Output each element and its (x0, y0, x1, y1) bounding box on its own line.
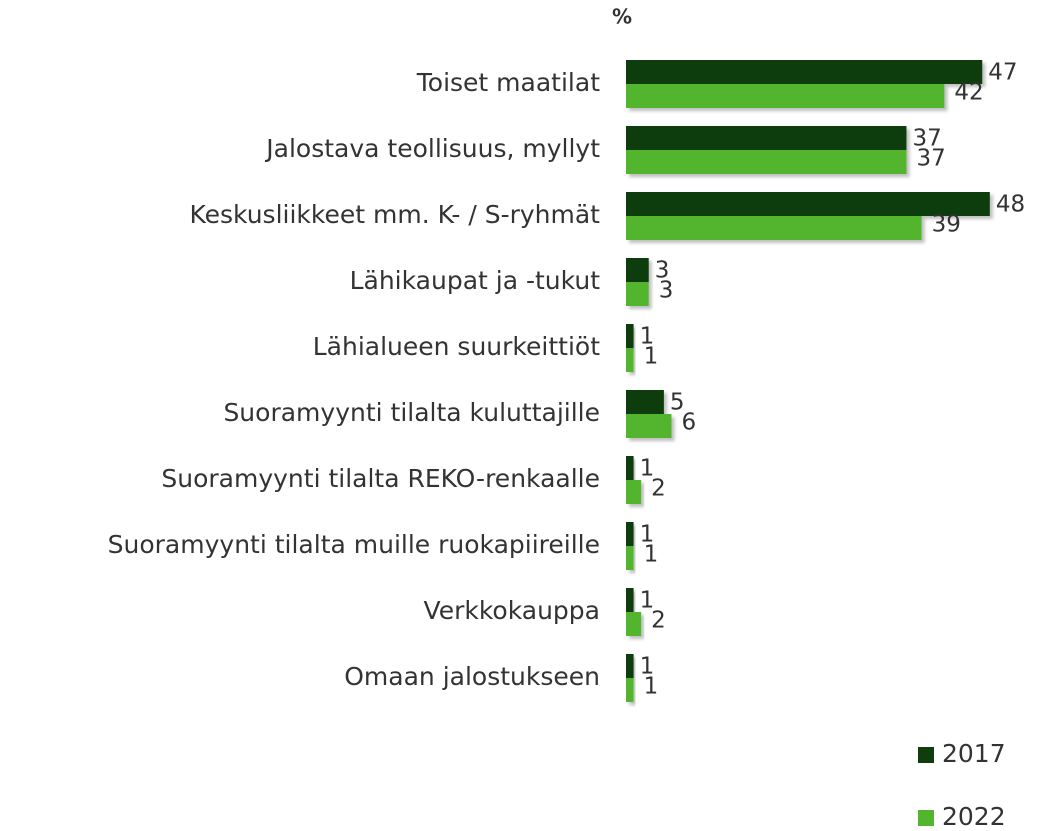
chart-title: % (612, 5, 632, 29)
value-label: 3 (655, 258, 670, 284)
value-label: 1 (640, 654, 655, 680)
category-label: Suoramyynti tilalta kuluttajille (223, 398, 600, 427)
category-label: Lähialueen suurkeittiöt (313, 332, 600, 361)
value-label: 37 (916, 146, 945, 172)
value-label: 2 (651, 608, 666, 634)
bar (626, 324, 634, 348)
value-label: 39 (932, 212, 961, 238)
bar (626, 612, 642, 636)
bar (626, 522, 634, 546)
bar (626, 546, 634, 570)
bar (626, 258, 649, 282)
value-label: 37 (912, 126, 941, 152)
category-label: Suoramyynti tilalta muille ruokapiireill… (108, 530, 600, 559)
bar (626, 192, 990, 216)
bar (626, 84, 945, 108)
bar (626, 282, 649, 306)
category-label: Keskusliikkeet mm. K- / S-ryhmät (189, 200, 600, 229)
value-label: 1 (640, 324, 655, 350)
value-label: 47 (988, 60, 1017, 86)
value-label: 1 (640, 522, 655, 548)
legend-label: 2022 (942, 802, 1006, 831)
bar (626, 216, 922, 240)
bar (626, 60, 983, 84)
bar (626, 348, 634, 372)
category-label: Lähikaupat ja -tukut (350, 266, 601, 295)
value-label: 6 (681, 410, 696, 436)
value-label: 48 (996, 192, 1025, 218)
value-label: 1 (644, 344, 659, 370)
bar (626, 654, 634, 678)
bar (626, 390, 664, 414)
legend-label: 2017 (942, 739, 1006, 768)
category-label: Jalostava teollisuus, myllyt (264, 134, 600, 163)
value-label: 5 (670, 390, 685, 416)
value-label: 1 (640, 456, 655, 482)
value-label: 1 (644, 542, 659, 568)
legend-swatch (918, 810, 934, 826)
bar (626, 588, 634, 612)
value-label: 3 (659, 278, 674, 304)
bar (626, 150, 907, 174)
category-label: Toiset maatilat (416, 68, 600, 97)
category-label: Omaan jalostukseen (344, 662, 600, 691)
value-label: 1 (644, 674, 659, 700)
bar (626, 126, 907, 150)
bar (626, 480, 642, 504)
value-label: 42 (954, 80, 983, 106)
value-label: 2 (651, 476, 666, 502)
bar (626, 456, 634, 480)
legend-swatch (918, 747, 934, 763)
category-label: Verkkokauppa (424, 596, 600, 625)
bar (626, 414, 672, 438)
value-label: 1 (640, 588, 655, 614)
bar (626, 678, 634, 702)
category-label: Suoramyynti tilalta REKO-renkaalle (161, 464, 600, 493)
